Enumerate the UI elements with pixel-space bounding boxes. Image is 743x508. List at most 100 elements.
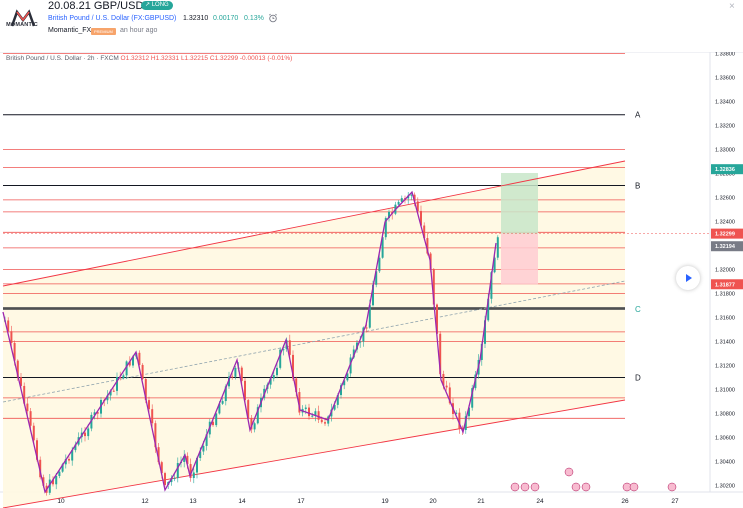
candle-body bbox=[381, 237, 384, 258]
price-label-text: 1.31877 bbox=[715, 282, 735, 288]
candle-body bbox=[196, 458, 198, 473]
price-tick-label: 1.31000 bbox=[715, 388, 735, 394]
candle-body bbox=[362, 327, 365, 342]
economic-event-flag-icon[interactable] bbox=[667, 482, 677, 492]
candle-body bbox=[20, 377, 22, 386]
candle-body bbox=[186, 455, 189, 465]
economic-event-flag-icon[interactable] bbox=[530, 482, 540, 492]
close-icon[interactable]: × bbox=[729, 1, 735, 12]
candle-body bbox=[202, 445, 205, 452]
time-tick-label: 24 bbox=[536, 498, 544, 505]
candle-body bbox=[138, 352, 141, 365]
candle-body bbox=[311, 415, 314, 417]
candle-body bbox=[84, 432, 86, 437]
economic-event-flag-icon[interactable] bbox=[564, 467, 574, 477]
candle-body bbox=[352, 349, 355, 358]
candle-body bbox=[384, 217, 387, 238]
price-tick-label: 1.32400 bbox=[715, 220, 735, 226]
price-tick-label: 1.30600 bbox=[715, 436, 735, 442]
time-tick-label: 14 bbox=[238, 498, 246, 505]
candle-body bbox=[458, 412, 461, 429]
play-button[interactable] bbox=[676, 266, 700, 290]
candle-body bbox=[125, 361, 128, 376]
time-tick-label: 27 bbox=[671, 498, 679, 505]
price-label-text: 1.32299 bbox=[715, 232, 735, 238]
symbol-link[interactable]: British Pound / U.S. Dollar (FX:GBPUSD) bbox=[48, 15, 177, 22]
candle-body bbox=[365, 327, 368, 329]
arrow-up-right-icon: ↗ bbox=[145, 2, 152, 8]
candle-body bbox=[484, 320, 486, 344]
candle-body bbox=[400, 198, 403, 202]
candle-body bbox=[439, 333, 442, 374]
candle-body bbox=[68, 458, 70, 461]
candle-body bbox=[48, 479, 51, 493]
price-tick-label: 1.31200 bbox=[715, 364, 735, 370]
candle-body bbox=[314, 411, 317, 416]
idea-header: MOMANTIC 20.08.21 GBP/USD ↗ LONG British… bbox=[0, 0, 743, 44]
candle-body bbox=[96, 412, 99, 414]
time-tick-label: 12 bbox=[141, 498, 149, 505]
economic-event-flag-icon[interactable] bbox=[629, 482, 639, 492]
candle-body bbox=[397, 201, 400, 205]
candle-body bbox=[234, 367, 237, 377]
channel-lower-line[interactable] bbox=[2, 399, 626, 508]
economic-event-flag-icon[interactable] bbox=[510, 482, 520, 492]
candle-body bbox=[240, 367, 243, 381]
logo-text: MOMANTIC bbox=[6, 22, 38, 28]
candle-body bbox=[212, 421, 214, 426]
author-name[interactable]: Momantic_FX bbox=[48, 27, 92, 34]
candle-body bbox=[160, 462, 163, 474]
candle-body bbox=[176, 463, 179, 479]
alarm-clock-icon[interactable] bbox=[268, 13, 278, 23]
price-chart[interactable]: A B C D 1.33800 1.33600 1.33400 1.33200 1.33000 1… bbox=[0, 52, 743, 508]
economic-event-flag-icon[interactable] bbox=[571, 482, 581, 492]
candle-body bbox=[298, 392, 301, 413]
candle-body bbox=[55, 476, 58, 485]
price-tick-label: 1.31800 bbox=[715, 292, 735, 298]
candle-body bbox=[416, 201, 419, 211]
candle-body bbox=[26, 403, 29, 412]
legend-open: O1.32312 bbox=[120, 55, 150, 62]
candle-body bbox=[340, 385, 342, 396]
economic-event-flag-icon[interactable] bbox=[520, 482, 530, 492]
candle-body bbox=[144, 379, 147, 401]
candle-body bbox=[183, 455, 186, 462]
take-profit-zone[interactable] bbox=[501, 173, 538, 234]
candle-body bbox=[61, 464, 64, 472]
candle-body bbox=[368, 305, 371, 328]
candle-body bbox=[349, 357, 352, 374]
level-label-d: D bbox=[635, 374, 641, 383]
play-icon bbox=[686, 274, 692, 282]
price-label-badge bbox=[711, 164, 743, 175]
candle-body bbox=[29, 411, 32, 426]
price-tick-label: 1.33400 bbox=[715, 100, 735, 106]
candle-body bbox=[269, 378, 272, 385]
legend-symbol: British Pound / U.S. Dollar bbox=[6, 55, 82, 62]
price-tick-label: 1.32000 bbox=[715, 268, 735, 274]
candle-body bbox=[157, 447, 160, 463]
economic-event-flag-icon[interactable] bbox=[581, 482, 591, 492]
last-price: 1.32310 bbox=[183, 15, 209, 22]
candle-body bbox=[359, 341, 362, 343]
time-tick-label: 19 bbox=[381, 498, 389, 505]
price-tick-label: 1.31600 bbox=[715, 316, 735, 322]
candle-body bbox=[148, 400, 150, 410]
candle-body bbox=[122, 375, 125, 379]
candle-body bbox=[471, 388, 474, 408]
candle-body bbox=[23, 385, 26, 404]
candle-body bbox=[480, 343, 483, 360]
candle-body bbox=[199, 451, 202, 459]
candle-body bbox=[413, 194, 416, 202]
candle-body bbox=[320, 419, 323, 423]
channel-upper-line[interactable] bbox=[2, 160, 626, 287]
candle-body bbox=[141, 364, 144, 380]
candle-body bbox=[10, 331, 13, 343]
legend-interval: 2h bbox=[87, 55, 95, 62]
momantic-logo-icon bbox=[10, 9, 36, 27]
candle-body bbox=[464, 416, 467, 431]
channel-midline[interactable] bbox=[2, 280, 626, 403]
stop-loss-zone[interactable] bbox=[501, 233, 538, 285]
candle-body bbox=[324, 422, 326, 424]
zigzag-line[interactable] bbox=[2, 190, 497, 494]
candle-body bbox=[292, 354, 294, 379]
